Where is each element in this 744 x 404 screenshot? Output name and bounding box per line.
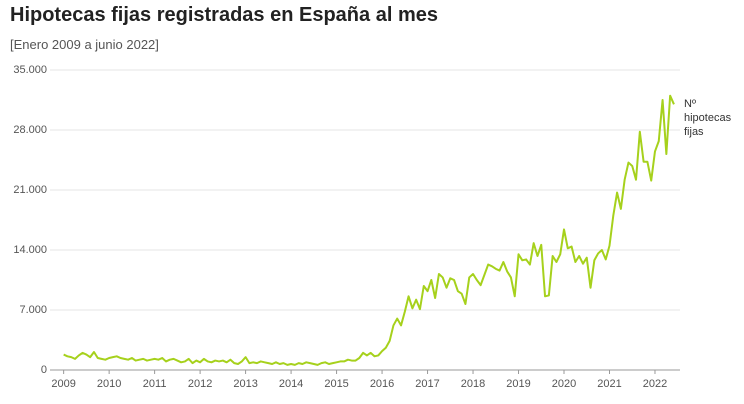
x-tick-label: 2019 (506, 378, 530, 390)
x-tick-label: 2012 (188, 378, 212, 390)
y-tick-label: 28.000 (13, 124, 47, 136)
x-tick-label: 2009 (51, 378, 75, 390)
chart-title: Hipotecas fijas registradas en España al… (10, 4, 438, 26)
x-tick-label: 2011 (143, 378, 167, 390)
x-tick-label: 2020 (552, 378, 576, 390)
x-tick-label: 2013 (233, 378, 257, 390)
x-tick-label: 2021 (597, 378, 621, 390)
data-line (63, 94, 675, 366)
x-tick-label: 2016 (370, 378, 394, 390)
y-tick-label: 14.000 (13, 244, 47, 256)
y-tick-label: 0 (41, 364, 47, 376)
x-tick-label: 2014 (279, 378, 303, 390)
chart-subtitle: [Enero 2009 a junio 2022] (10, 37, 159, 52)
x-tick-label: 2018 (461, 378, 485, 390)
series-label: Nº hipotecas fijas (684, 98, 732, 138)
y-tick-label: 7.000 (19, 304, 47, 316)
y-tick-label: 35.000 (13, 64, 47, 76)
x-tick-label: 2022 (643, 378, 667, 390)
y-tick-label: 21.000 (13, 184, 47, 196)
x-tick-label: 2010 (97, 378, 121, 390)
x-tick-label: 2017 (415, 378, 439, 390)
x-tick-label: 2015 (324, 378, 348, 390)
